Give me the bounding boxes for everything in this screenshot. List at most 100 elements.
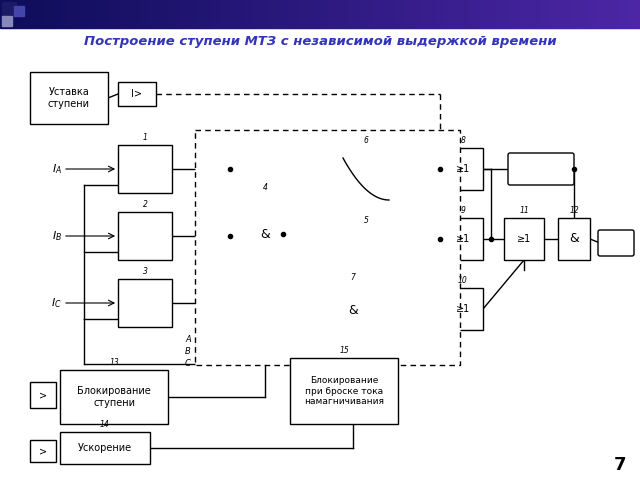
- Bar: [364, 0, 365, 28]
- Bar: [488, 0, 489, 28]
- Bar: [628, 0, 629, 28]
- Bar: [79, 0, 80, 28]
- Bar: [184, 0, 185, 28]
- Bar: [278, 0, 279, 28]
- Bar: [486, 0, 487, 28]
- Bar: [546, 0, 547, 28]
- Bar: [526, 0, 527, 28]
- Bar: [164, 0, 165, 28]
- Bar: [121, 0, 122, 28]
- Bar: [541, 0, 542, 28]
- Bar: [476, 0, 477, 28]
- Bar: [372, 0, 373, 28]
- Bar: [204, 0, 205, 28]
- Bar: [637, 0, 638, 28]
- Bar: [615, 0, 616, 28]
- Bar: [47, 0, 48, 28]
- Text: T: T: [344, 207, 350, 217]
- Bar: [39, 0, 40, 28]
- Bar: [362, 0, 363, 28]
- Bar: [335, 228, 397, 268]
- Bar: [389, 0, 390, 28]
- Bar: [495, 0, 496, 28]
- Bar: [98, 0, 99, 28]
- Bar: [438, 0, 439, 28]
- Bar: [81, 0, 82, 28]
- Bar: [59, 0, 60, 28]
- Bar: [277, 0, 278, 28]
- Bar: [378, 0, 379, 28]
- Bar: [639, 0, 640, 28]
- Bar: [516, 0, 517, 28]
- Bar: [544, 0, 545, 28]
- Bar: [477, 0, 478, 28]
- Bar: [171, 0, 172, 28]
- Bar: [198, 0, 199, 28]
- Bar: [592, 0, 593, 28]
- FancyBboxPatch shape: [598, 230, 634, 256]
- Bar: [166, 0, 167, 28]
- Bar: [307, 0, 308, 28]
- Bar: [94, 0, 95, 28]
- Bar: [34, 0, 35, 28]
- Bar: [440, 0, 441, 28]
- Bar: [434, 0, 435, 28]
- Bar: [282, 0, 283, 28]
- Bar: [35, 0, 36, 28]
- Bar: [51, 0, 52, 28]
- Bar: [314, 0, 315, 28]
- Bar: [12, 0, 13, 28]
- Bar: [458, 0, 459, 28]
- Bar: [70, 0, 71, 28]
- Bar: [46, 0, 47, 28]
- Bar: [190, 0, 191, 28]
- Bar: [185, 0, 186, 28]
- Bar: [32, 0, 33, 28]
- Bar: [140, 0, 141, 28]
- Text: >: >: [39, 446, 47, 456]
- Bar: [354, 0, 355, 28]
- Bar: [603, 0, 604, 28]
- Bar: [559, 0, 560, 28]
- Bar: [575, 0, 576, 28]
- Bar: [274, 0, 275, 28]
- Bar: [170, 0, 171, 28]
- Bar: [561, 0, 562, 28]
- Bar: [606, 0, 607, 28]
- Bar: [105, 0, 106, 28]
- Bar: [54, 0, 55, 28]
- Bar: [558, 0, 559, 28]
- Bar: [467, 0, 468, 28]
- Text: a: a: [122, 216, 127, 225]
- Text: 3: 3: [143, 267, 147, 276]
- Bar: [95, 0, 96, 28]
- Bar: [396, 0, 397, 28]
- Bar: [554, 0, 555, 28]
- Bar: [313, 0, 314, 28]
- Bar: [222, 0, 223, 28]
- Bar: [150, 0, 151, 28]
- Bar: [596, 0, 597, 28]
- Text: C: C: [185, 360, 191, 369]
- Bar: [343, 0, 344, 28]
- Bar: [50, 0, 51, 28]
- Bar: [601, 0, 602, 28]
- Bar: [503, 0, 504, 28]
- Bar: [410, 0, 411, 28]
- Bar: [128, 0, 129, 28]
- Bar: [187, 0, 188, 28]
- Bar: [206, 0, 207, 28]
- Bar: [255, 0, 256, 28]
- Bar: [393, 0, 394, 28]
- Bar: [2, 2, 16, 16]
- Bar: [571, 0, 572, 28]
- Bar: [352, 0, 353, 28]
- Bar: [17, 0, 18, 28]
- Bar: [626, 0, 627, 28]
- Bar: [74, 0, 75, 28]
- Bar: [631, 0, 632, 28]
- Bar: [264, 0, 265, 28]
- Bar: [359, 0, 360, 28]
- Bar: [581, 0, 582, 28]
- Bar: [195, 0, 196, 28]
